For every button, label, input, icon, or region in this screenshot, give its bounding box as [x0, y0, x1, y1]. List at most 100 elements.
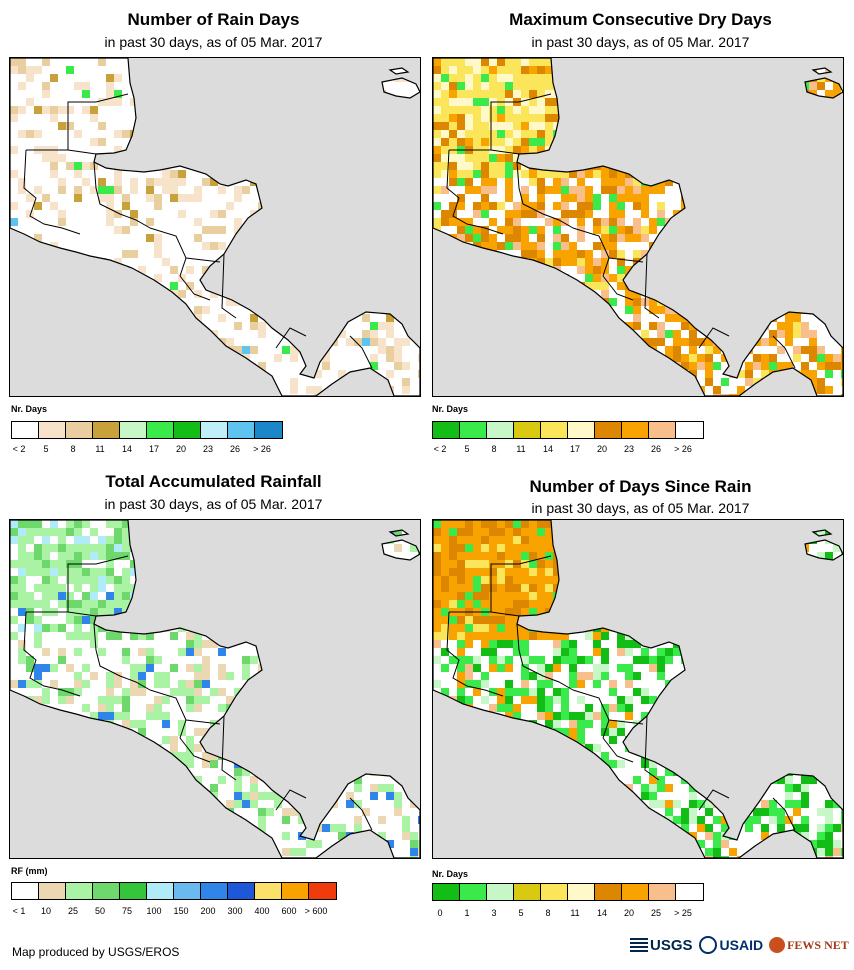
legend-swatch — [174, 883, 201, 899]
legend-tick-label: 25 — [650, 908, 662, 918]
legend-tick-label: 8 — [491, 444, 497, 454]
country-border — [349, 335, 373, 369]
country-border — [698, 789, 730, 811]
legend-tick-label: 3 — [491, 908, 497, 918]
legend-title: Nr. Days — [432, 404, 469, 414]
legend-tick-label: 17 — [148, 444, 160, 454]
coastline — [381, 77, 420, 99]
panel-title: Number of Days Since Rain — [529, 477, 752, 496]
legend-tick-label: 23 — [623, 444, 635, 454]
country-border — [23, 611, 81, 697]
legend-swatch — [514, 884, 541, 900]
legend-swatch — [541, 884, 568, 900]
country-border — [67, 149, 97, 155]
country-border — [446, 611, 504, 697]
fews-seal-icon — [769, 937, 786, 953]
legend-tick-label: 300 — [227, 906, 243, 916]
panel-subtitle: in past 30 days, as of 05 Mar. 2017 — [104, 34, 323, 50]
legend-swatch — [255, 422, 282, 438]
legend-swatch — [676, 884, 703, 900]
country-border — [608, 257, 644, 263]
legend-swatch — [309, 883, 336, 899]
country-border — [26, 93, 129, 151]
country-border — [179, 275, 211, 301]
country-border — [185, 257, 221, 263]
country-border — [490, 611, 520, 617]
country-border — [275, 327, 307, 349]
legend-title: Nr. Days — [11, 404, 48, 414]
legend-color-bar — [11, 882, 337, 900]
coastline — [388, 529, 410, 537]
legend-swatch — [595, 884, 622, 900]
legend-swatch — [541, 422, 568, 438]
legend-tick-label: 0 — [437, 908, 443, 918]
legend-swatch — [568, 884, 595, 900]
raster-cells — [433, 58, 843, 396]
coastline — [10, 520, 420, 858]
legend-tick-label: 1 — [464, 908, 470, 918]
legend-swatch — [12, 422, 39, 438]
country-border — [602, 275, 634, 301]
legend-tick-label: 8 — [545, 908, 551, 918]
legend-swatch — [622, 884, 649, 900]
legend-tick-label: 10 — [40, 906, 52, 916]
panel-total-rainfall: Total Accumulated Rainfall in past 30 da… — [0, 465, 427, 930]
legend-swatch — [622, 422, 649, 438]
country-border — [644, 253, 660, 319]
country-border — [449, 555, 552, 613]
country-border — [179, 737, 211, 763]
panel-subtitle: in past 30 days, as of 05 Mar. 2017 — [104, 496, 323, 512]
legend-swatch — [201, 422, 228, 438]
legend-tick-label: 75 — [121, 906, 133, 916]
map-credit: Map produced by USGS/EROS — [12, 945, 180, 959]
legend-swatch — [93, 422, 120, 438]
legend-swatch — [282, 883, 309, 899]
legend-swatch — [487, 422, 514, 438]
legend-swatch — [147, 883, 174, 899]
coastline — [433, 520, 843, 858]
panel-title: Number of Rain Days — [127, 10, 300, 29]
legend-swatch — [12, 883, 39, 899]
legend-tick-label: > 26 — [253, 444, 271, 454]
usgs-logo: USGS — [630, 937, 693, 954]
map-max-dry-days — [432, 57, 844, 397]
map-canvas — [433, 58, 843, 396]
legend-swatch — [433, 884, 460, 900]
legend-swatch — [39, 422, 66, 438]
legend-swatch — [66, 422, 93, 438]
coastline — [433, 58, 843, 396]
legend-tick-label: 23 — [202, 444, 214, 454]
map-rain-days — [9, 57, 421, 397]
legend-swatch — [255, 883, 282, 899]
legend-tick-label: 25 — [67, 906, 79, 916]
raster-cells — [10, 58, 420, 396]
legend-tick-label: 11 — [570, 908, 580, 918]
coastline — [811, 529, 833, 537]
legend-tick-label: 20 — [175, 444, 187, 454]
legend-swatch — [487, 884, 514, 900]
country-border — [490, 149, 520, 155]
legend-tick-label: 100 — [146, 906, 162, 916]
country-border — [93, 161, 151, 229]
legend-swatch — [433, 422, 460, 438]
coastline — [804, 77, 843, 99]
raster-cells — [10, 520, 420, 858]
usgs-mark-icon — [630, 938, 648, 952]
legend-swatch — [460, 884, 487, 900]
country-border — [572, 689, 610, 739]
legend-tick-label: 50 — [94, 906, 106, 916]
country-border — [149, 689, 187, 739]
country-border — [449, 93, 552, 151]
legend-tick-label: 600 — [281, 906, 297, 916]
country-border — [221, 715, 237, 781]
legend-title: RF (mm) — [11, 866, 48, 876]
legend-swatch — [174, 422, 201, 438]
map-days-since-rain — [432, 519, 844, 859]
legend-tick-label: 14 — [542, 444, 554, 454]
legend-color-bar — [432, 421, 704, 439]
legend-tick-label: 8 — [70, 444, 76, 454]
legend-title: Nr. Days — [432, 869, 469, 879]
legend-tick-label: 17 — [569, 444, 581, 454]
country-border — [349, 797, 373, 831]
country-border — [23, 149, 81, 235]
